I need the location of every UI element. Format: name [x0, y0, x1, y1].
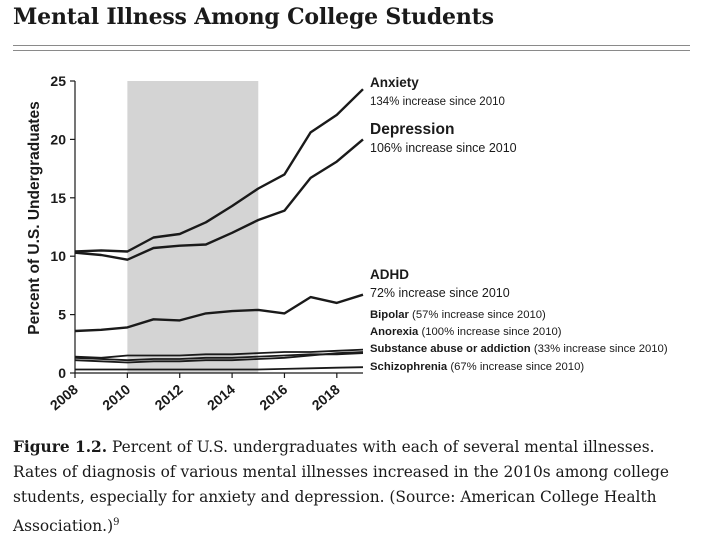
series-note-schizophrenia: (67% increase since 2010): [447, 361, 584, 373]
series-note-substance-abuse-or-addiction: (33% increase since 2010): [531, 343, 668, 355]
series-label-depression: Depression: [370, 121, 454, 138]
y-tick-label: 20: [50, 131, 66, 147]
x-tick-label: 2016: [256, 381, 290, 413]
series-line-anxiety: [74, 88, 364, 253]
caption-line1: Percent of U.S. undergraduates with each…: [107, 438, 655, 456]
series-line-anorexia: [74, 351, 364, 364]
series-label-schizophrenia: Schizophrenia (67% increase since 2010): [370, 361, 584, 373]
series-name-anorexia: Anorexia: [370, 326, 419, 338]
series-note-adhd: 72% increase since 2010: [370, 286, 510, 300]
figure-caption: Figure 1.2. Percent of U.S. undergraduat…: [13, 435, 693, 539]
x-tick-label: 2018: [309, 381, 343, 413]
series-label-adhd: ADHD: [370, 267, 409, 282]
series-label-anxiety: Anxiety: [370, 75, 419, 90]
page-title: Mental Illness Among College Students: [13, 4, 494, 30]
caption-body: Rates of diagnosis of various mental ill…: [13, 463, 670, 536]
y-tick-label: 0: [58, 365, 66, 381]
series-line-depression: [74, 138, 364, 261]
x-tick-label: 2014: [204, 381, 238, 413]
series-label-anorexia: Anorexia (100% increase since 2010): [370, 326, 562, 338]
series-label-substance-abuse-or-addiction: Substance abuse or addiction (33% increa…: [370, 343, 668, 355]
series-note-anorexia: (100% increase since 2010): [418, 326, 561, 338]
series-name-schizophrenia: Schizophrenia: [370, 361, 448, 373]
series-note-anxiety: 134% increase since 2010: [370, 96, 505, 108]
series-note-bipolar: (57% increase since 2010): [409, 309, 546, 321]
footnote-marker: 9: [113, 517, 120, 528]
y-axis-label: Percent of U.S. Undergraduates: [26, 101, 43, 334]
title-rule-bottom: [13, 50, 690, 51]
series-line-substance-abuse-or-addiction: [74, 348, 364, 359]
series-line-adhd: [74, 293, 364, 333]
line-chart: 0 5 10 15 20 25 2008 2010 2012 2014 2016 2018 Anxie…: [26, 73, 668, 413]
x-tick-label: 2008: [47, 381, 81, 413]
series-name-bipolar: Bipolar: [370, 309, 410, 321]
y-tick-label: 5: [58, 307, 66, 323]
y-tick-label: 15: [50, 190, 66, 206]
series-name-substance-abuse-or-addiction: Substance abuse or addiction: [370, 343, 531, 355]
x-tick-label: 2010: [99, 381, 133, 413]
series-line-schizophrenia: [75, 366, 364, 371]
figure-label: Figure 1.2.: [13, 438, 108, 456]
y-tick-label: 25: [50, 73, 66, 89]
title-rule-top: [13, 45, 690, 46]
series-note-depression: 106% increase since 2010: [370, 141, 517, 155]
x-tick-label: 2012: [152, 381, 186, 413]
series-label-bipolar: Bipolar (57% increase since 2010): [370, 309, 546, 321]
y-tick-label: 10: [50, 248, 66, 264]
